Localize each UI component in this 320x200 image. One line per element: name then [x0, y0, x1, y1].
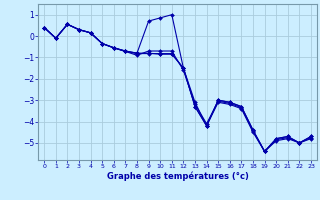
X-axis label: Graphe des températures (°c): Graphe des températures (°c) [107, 172, 249, 181]
